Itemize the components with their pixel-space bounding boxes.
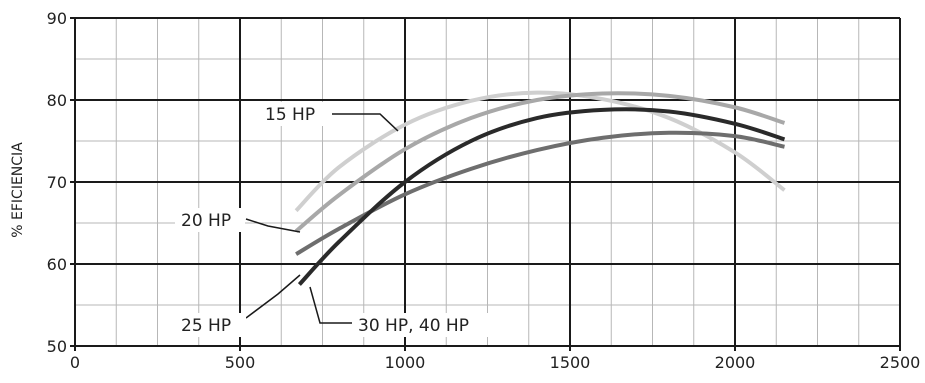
x-tick-label: 500 [225,353,256,372]
y-tick-label: 80 [47,91,67,110]
series-line-20-hp [294,91,786,233]
y-axis-label: % EFICIENCIA [10,142,26,238]
x-tick-label: 0 [70,353,80,372]
series-annotation-label: 30 HP, 40 HP [358,316,469,336]
annotation-leader-line [245,274,301,319]
y-tick-label: 60 [47,255,67,274]
plot-frame [70,17,901,351]
series-lines [294,90,786,286]
series-annotation-label: 25 HP [181,316,231,336]
series-line-30-hp-40-hp [297,107,786,286]
y-tick-label: 90 [47,9,67,28]
x-tick-label: 2500 [880,353,921,372]
x-tick-label: 1000 [385,353,426,372]
annotation-background [352,313,497,337]
series-annotations: 15 HP 20 HP 25 HP 30 HP, 40 HP [175,102,497,337]
series-annotation-label: 15 HP [265,105,315,125]
series-line-25-hp [295,130,785,256]
y-tick-label: 70 [47,173,67,192]
annotation-leader-line [245,218,301,233]
annotation-background [260,102,332,126]
tick-labels: 0 500 1000 1500 2000 2500 50 60 70 80 90 [47,9,921,372]
x-tick-label: 1500 [550,353,591,372]
annotation-background [175,208,245,232]
series-annotation-label: 20 HP [181,211,231,231]
annotation-leader-line [331,113,399,132]
x-tick-label: 2000 [715,353,756,372]
annotation-leader-line [309,286,352,324]
y-tick-label: 50 [47,337,67,356]
annotation-background [176,313,246,337]
series-line-15-hp [294,90,786,213]
